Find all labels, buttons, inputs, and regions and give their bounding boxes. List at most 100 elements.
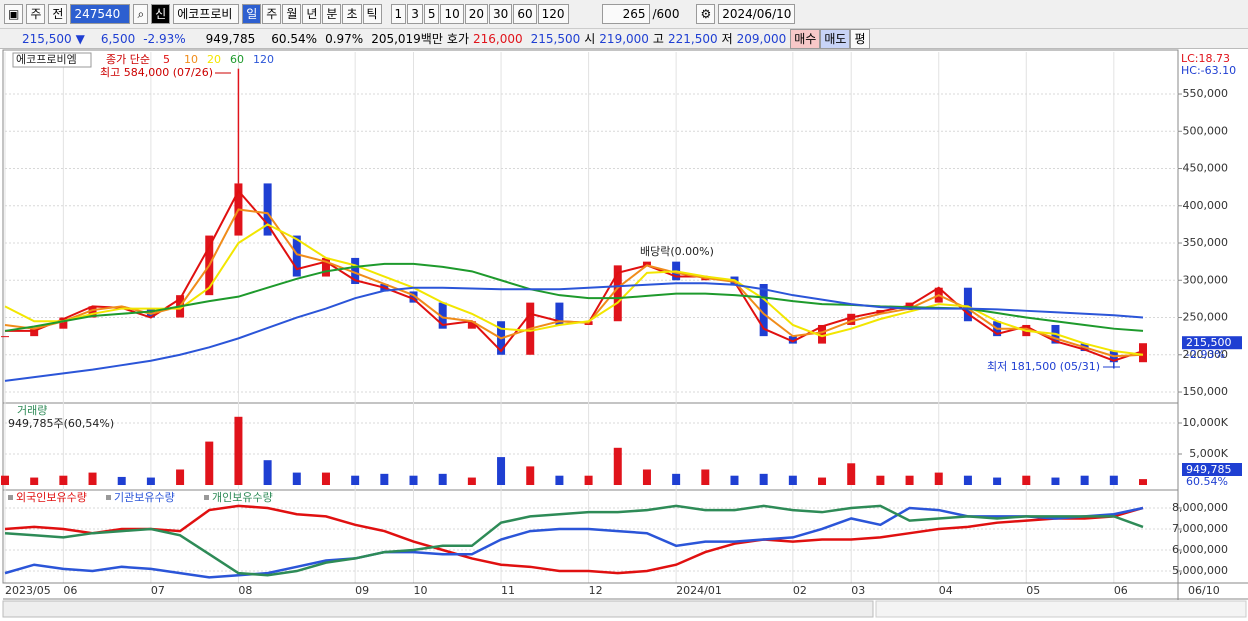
candle — [526, 302, 535, 355]
candle — [321, 257, 330, 277]
annotation: 최저 181,500 (05/31) — [987, 360, 1100, 373]
panel — [2, 402, 1179, 491]
candle — [555, 302, 564, 325]
candle — [876, 310, 885, 314]
candle — [905, 302, 914, 311]
bid: 215,500 — [530, 31, 581, 46]
interval-button[interactable]: 20 — [464, 4, 489, 24]
x-tick-label: 05 — [1026, 584, 1040, 597]
candle — [993, 321, 1002, 337]
avg-button[interactable]: 평 — [850, 28, 870, 49]
x-tick-label: 02 — [793, 584, 807, 597]
interval-button[interactable]: 10 — [440, 4, 464, 24]
interval-button[interactable]: 1 — [390, 4, 407, 24]
open: 219,000 — [599, 31, 649, 46]
volume-bar — [934, 472, 943, 485]
code-input[interactable]: 247540 — [70, 4, 131, 24]
volume-bar — [438, 473, 447, 485]
candle — [672, 261, 681, 281]
buy-button[interactable]: 매수 — [790, 28, 821, 49]
candle — [730, 276, 739, 284]
volume-bar — [1139, 479, 1147, 485]
count-input[interactable]: 265 — [601, 4, 650, 24]
volume-bar — [555, 475, 564, 485]
period-button[interactable]: 월 — [282, 4, 302, 24]
search-button[interactable]: ⌕ — [133, 4, 149, 24]
volume: 949,785 — [205, 31, 256, 46]
panel — [2, 489, 1179, 584]
candle — [467, 321, 476, 329]
period-button[interactable]: 주 — [262, 4, 282, 24]
y-tick-label: 350,000 — [1183, 236, 1229, 249]
candle — [380, 283, 389, 292]
interval-button[interactable]: 3 — [407, 4, 423, 24]
icon[interactable]: ▣ — [4, 4, 24, 24]
legend-entry: 기관보유수량 — [114, 491, 175, 504]
y-tick-label: 300,000 — [1183, 273, 1229, 286]
period-button[interactable]: 틱 — [362, 4, 382, 24]
legend-entry: 5 — [163, 53, 170, 66]
x-tick-label: 07 — [151, 584, 165, 597]
volume-bar — [1109, 475, 1118, 485]
y-tick-label: 500,000 — [1183, 124, 1229, 137]
candle — [759, 283, 768, 337]
x-tick-label: 10 — [414, 584, 428, 597]
series-line — [4, 208, 1144, 358]
market-button[interactable]: 주 — [26, 4, 46, 24]
count-max: /600 — [652, 7, 680, 21]
candle — [1109, 351, 1118, 363]
volume-bar — [905, 475, 914, 485]
date-input[interactable]: 2024/06/10 — [718, 4, 796, 24]
interval-button[interactable]: 5 — [423, 4, 440, 24]
turnover: 0.97% — [325, 31, 364, 46]
volume-bar — [642, 469, 651, 485]
volume-ratio: 60.54% — [1186, 475, 1228, 488]
interval-button[interactable]: 30 — [489, 4, 513, 24]
volume-bar — [1022, 475, 1031, 485]
change-pct: -2.93% — [143, 31, 186, 46]
candle — [205, 235, 214, 296]
x-tick-label: 2024/01 — [676, 584, 722, 597]
candle — [146, 308, 155, 318]
sell-button[interactable]: 매도 — [820, 28, 851, 49]
x-tick-label: 04 — [939, 584, 953, 597]
tools[interactable]: ⚙ — [696, 4, 716, 24]
arrow: ▼ — [75, 31, 85, 46]
y-tick-label: 8,000,000 — [1172, 501, 1228, 514]
period-button[interactable]: 분 — [322, 4, 342, 24]
volume-bar — [497, 457, 506, 485]
volume-bar — [993, 477, 1002, 485]
volume-bar — [263, 460, 272, 485]
period-button[interactable]: 초 — [342, 4, 362, 24]
y-tick-label: 5,000K — [1189, 447, 1228, 460]
volume-bar — [963, 475, 972, 485]
series-line — [4, 262, 1144, 332]
volume-bar — [292, 472, 301, 485]
candle — [963, 287, 972, 322]
candle — [818, 324, 827, 344]
scrollbar[interactable] — [2, 600, 874, 618]
volume-ratio: 60.54% — [271, 31, 318, 46]
period-button[interactable]: 년 — [302, 4, 322, 24]
y-tick-label: 10,000K — [1182, 416, 1228, 429]
panel-title: 거래량 — [17, 404, 47, 417]
volume-bar — [526, 466, 535, 485]
interval-button[interactable]: 120 — [537, 4, 569, 24]
volume-bar — [730, 475, 739, 485]
interval-button[interactable]: 60 — [513, 4, 537, 24]
x-tick-label: 09 — [355, 584, 369, 597]
candle — [234, 183, 243, 236]
volume-bar — [409, 475, 418, 485]
series-line — [4, 504, 1144, 577]
y-tick-label: 400,000 — [1183, 199, 1229, 212]
candle — [701, 276, 710, 281]
x-tick-label: 06 — [1114, 584, 1128, 597]
volume-bar — [759, 473, 768, 485]
volume-bar — [672, 473, 681, 485]
period-button[interactable]: 일 — [242, 4, 262, 24]
candle — [584, 321, 593, 325]
prev-button[interactable]: 전 — [48, 4, 68, 24]
legend-entry: 120 — [253, 53, 274, 66]
candle — [934, 287, 943, 303]
